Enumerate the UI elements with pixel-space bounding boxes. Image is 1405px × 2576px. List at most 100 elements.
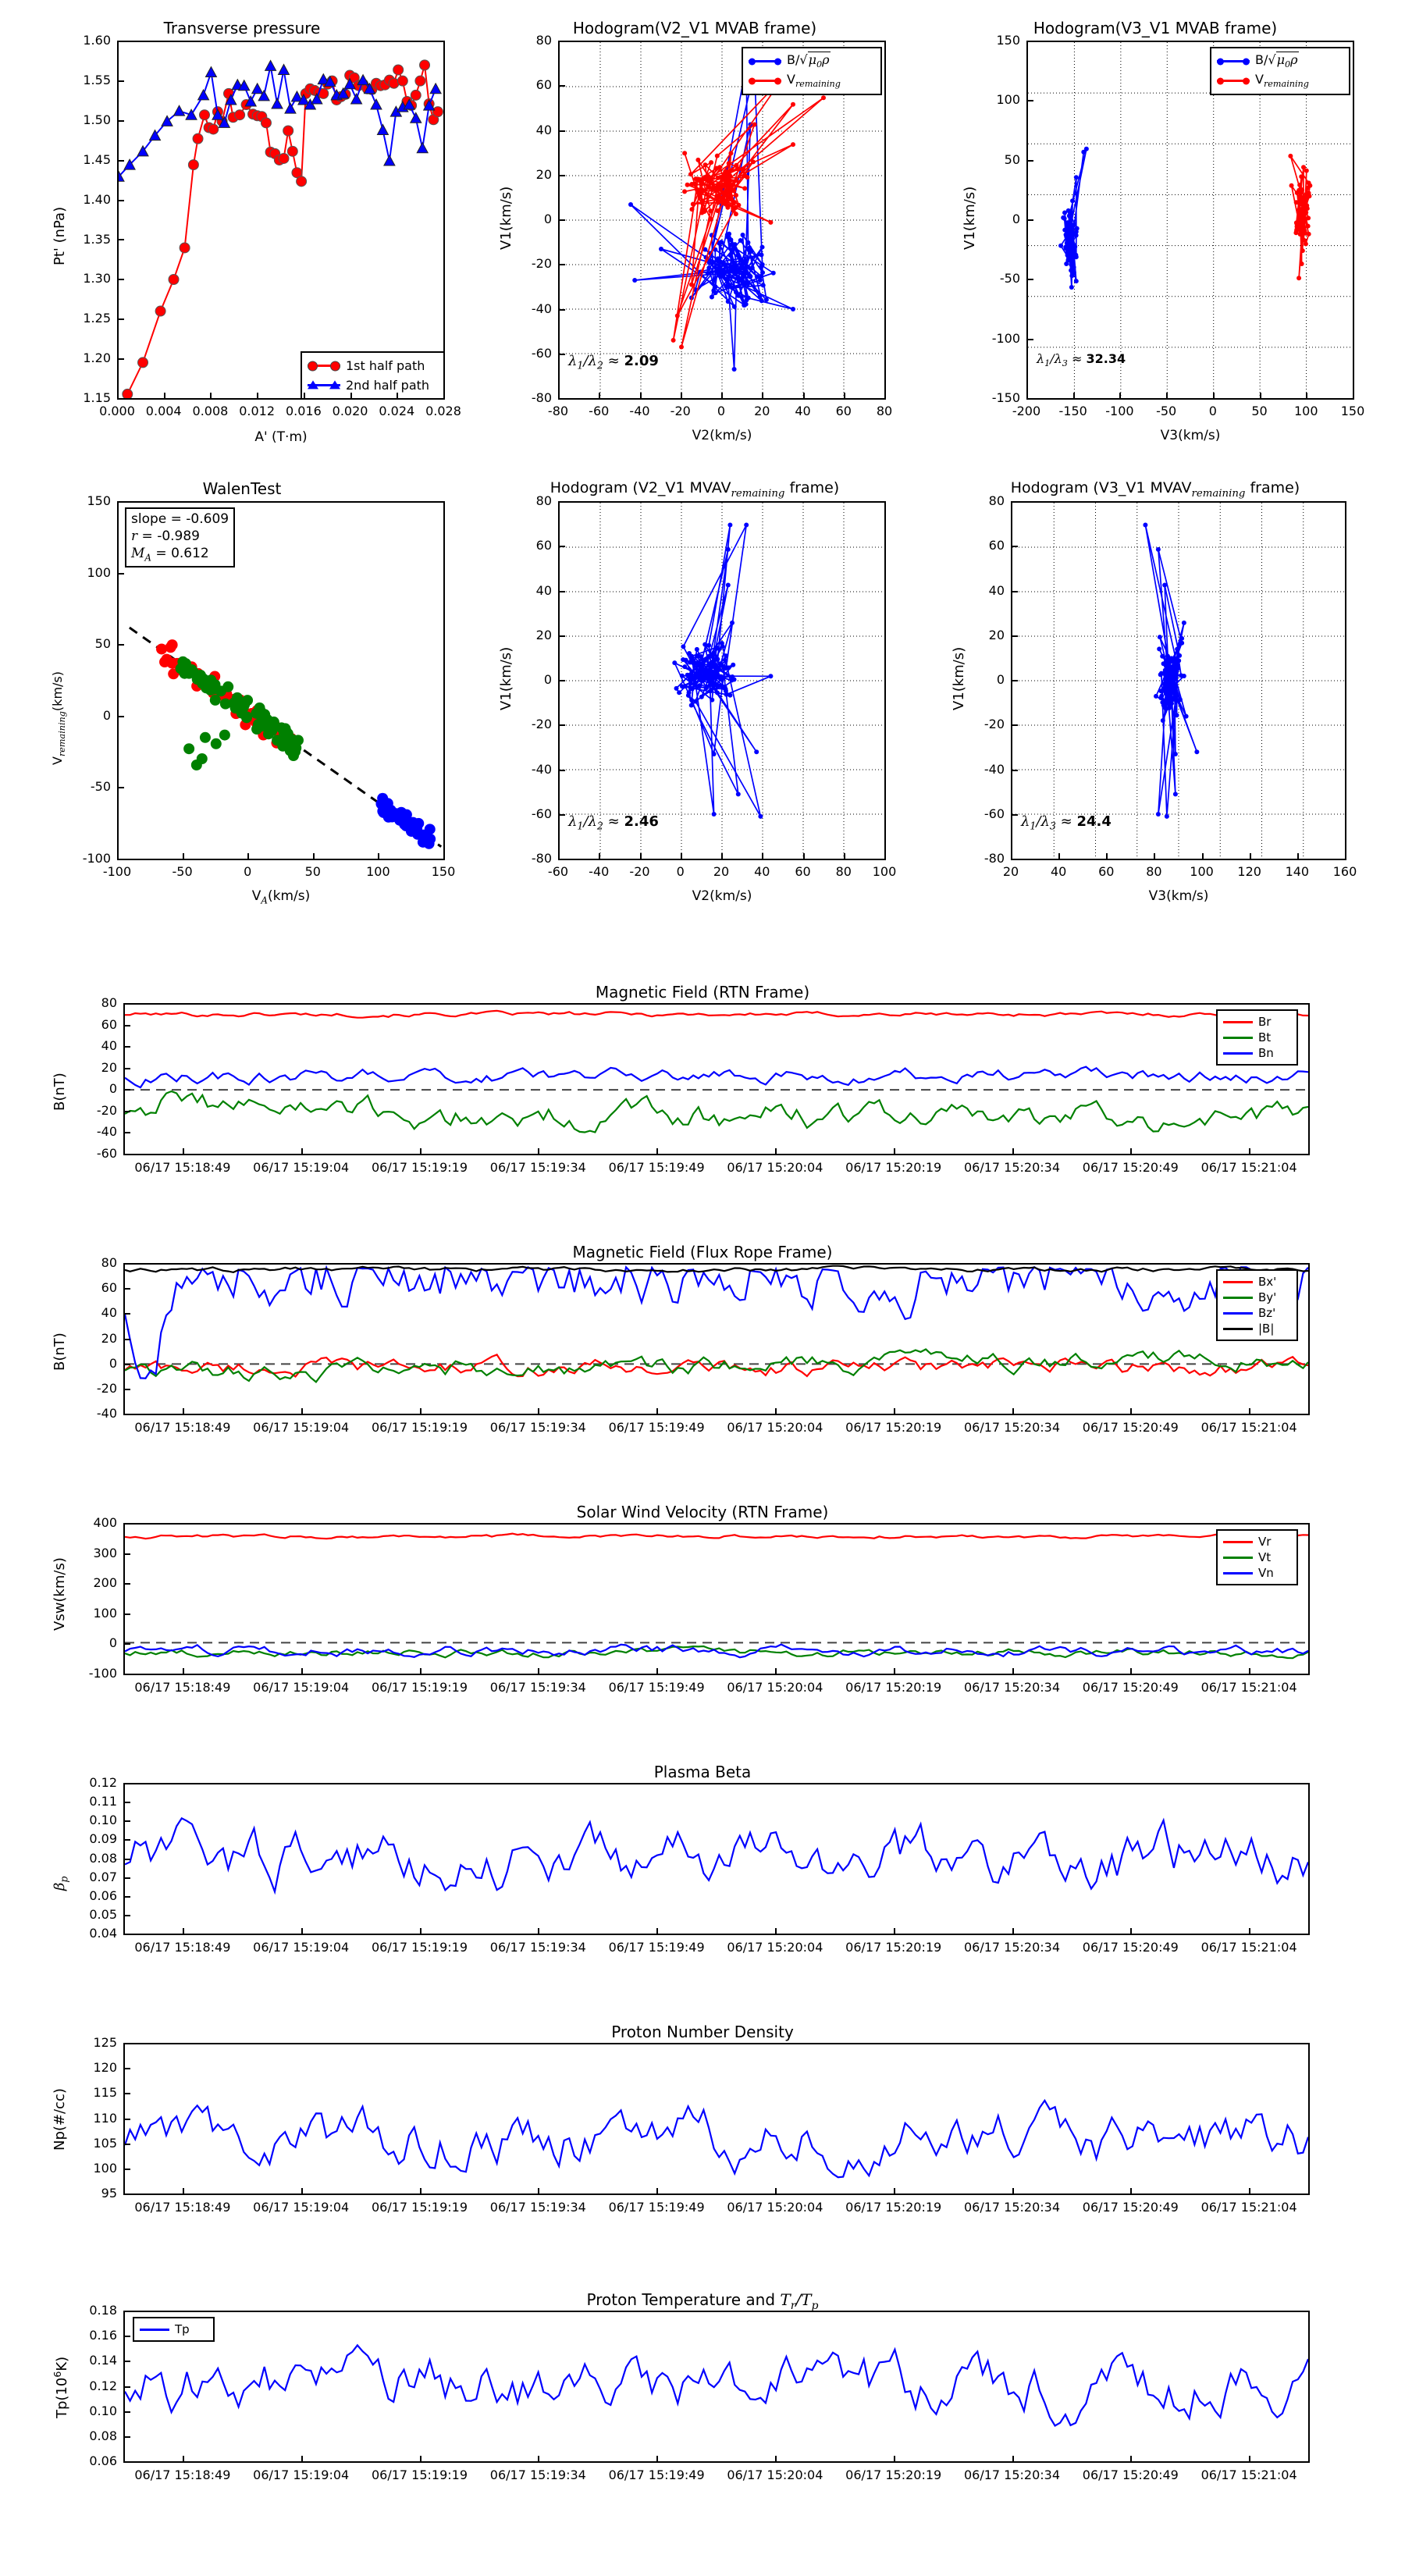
y-tick-mark bbox=[123, 1024, 130, 1026]
x-tick-label: 0.004 bbox=[145, 404, 182, 418]
y-tick-label: 1.40 bbox=[83, 191, 111, 207]
x-tick-label: 0.024 bbox=[379, 404, 415, 418]
y-tick-label: -100 bbox=[88, 1666, 117, 1681]
plot-area bbox=[123, 1523, 1310, 1675]
legend-label: 1st half path bbox=[346, 358, 425, 373]
y-tick-mark bbox=[123, 1839, 130, 1841]
x-tick-label: 0 bbox=[1208, 404, 1217, 418]
x-tick-label: 40 bbox=[754, 864, 770, 879]
y-tick-label: 0.10 bbox=[89, 2403, 117, 2418]
x-tick-label: 06/17 15:18:49 bbox=[134, 1940, 231, 1955]
legend: Bx' By' Bz' |B| bbox=[1216, 1269, 1298, 1341]
line-swatch-red bbox=[1217, 77, 1250, 84]
y-tick-label: 0.18 bbox=[89, 2303, 117, 2318]
y-tick-mark bbox=[117, 859, 124, 860]
y-tick-label: -40 bbox=[984, 761, 1005, 777]
legend-item: Vt bbox=[1223, 1550, 1291, 1565]
y-tick-mark bbox=[123, 1820, 130, 1823]
x-tick-label: 06/17 15:20:34 bbox=[963, 2200, 1061, 2215]
x-tick-mark bbox=[1249, 2456, 1251, 2463]
legend-label: Br bbox=[1258, 1015, 1272, 1029]
y-tick-label: 150 bbox=[996, 33, 1020, 48]
x-tick-mark bbox=[843, 393, 845, 400]
panel-title: WalenTest bbox=[202, 479, 282, 498]
x-tick-label: 06/17 15:19:19 bbox=[371, 1420, 468, 1435]
y-tick-mark bbox=[123, 1154, 130, 1155]
y-tick-label: 110 bbox=[93, 2110, 117, 2126]
y-tick-label: 150 bbox=[87, 493, 111, 509]
y-tick-label: 60 bbox=[535, 77, 552, 93]
plot-area bbox=[1011, 501, 1346, 860]
y-tick-label: 60 bbox=[101, 1280, 117, 1296]
x-tick-mark bbox=[802, 393, 805, 400]
y-tick-label: 0 bbox=[102, 707, 111, 723]
x-tick-mark bbox=[301, 2188, 303, 2195]
y-tick-label: -40 bbox=[531, 761, 552, 777]
line-swatch-red bbox=[308, 361, 340, 371]
x-tick-label: 100 bbox=[1190, 864, 1214, 879]
line-swatch bbox=[1223, 1571, 1253, 1574]
legend-item: Tp bbox=[140, 2322, 208, 2337]
x-tick-mark bbox=[301, 2456, 303, 2463]
x-tick-label: 50 bbox=[1251, 404, 1268, 418]
legend-item: Bt bbox=[1223, 1030, 1291, 1045]
x-tick-label: 60 bbox=[835, 404, 852, 418]
panel-transverse-pressure: Transverse pressure Pt' (nPa) A' (T·m) 1… bbox=[31, 16, 461, 453]
legend-label: Vr bbox=[1258, 1535, 1272, 1549]
x-tick-mark bbox=[721, 393, 723, 400]
y-tick-label: 0.16 bbox=[89, 2328, 117, 2343]
x-tick-label: 06/17 15:20:19 bbox=[845, 1160, 942, 1175]
y-tick-label: 40 bbox=[535, 582, 552, 598]
x-tick-label: 06/17 15:20:19 bbox=[845, 1420, 942, 1435]
y-tick-mark bbox=[1011, 635, 1018, 637]
y-tick-mark bbox=[1011, 590, 1018, 592]
x-tick-label: 06/17 15:19:49 bbox=[608, 2200, 705, 2215]
panel-title: Plasma Beta bbox=[653, 1763, 752, 1781]
y-tick-mark bbox=[123, 1363, 130, 1365]
x-tick-label: -40 bbox=[629, 404, 650, 418]
x-tick-mark bbox=[656, 1928, 659, 1935]
x-tick-mark bbox=[680, 393, 682, 400]
x-tick-label: 06/17 15:21:04 bbox=[1200, 1680, 1297, 1695]
eigenvalue-ratio-annotation: λ1/λ3 ≈ 24.4 bbox=[1021, 813, 1112, 832]
y-tick-label: 0.10 bbox=[89, 1813, 117, 1828]
plot-area bbox=[558, 501, 886, 860]
plot-svg bbox=[1028, 42, 1353, 398]
x-tick-mark bbox=[774, 1148, 777, 1155]
legend: B/√μ0ρ Vremaining bbox=[1210, 47, 1350, 95]
x-tick-label: 06/17 15:19:19 bbox=[371, 2467, 468, 2482]
y-tick-mark bbox=[123, 2411, 130, 2413]
y-tick-label: 0 bbox=[543, 672, 552, 688]
plot-area bbox=[123, 2043, 1310, 2195]
legend-label: Bt bbox=[1258, 1030, 1272, 1044]
y-tick-mark bbox=[558, 219, 565, 221]
y-tick-label: 0.09 bbox=[89, 1831, 117, 1847]
x-tick-label: -100 bbox=[102, 864, 132, 879]
x-tick-mark bbox=[1130, 1148, 1133, 1155]
x-tick-mark bbox=[182, 853, 184, 860]
y-tick-mark bbox=[123, 1553, 130, 1555]
legend-item: B/√μ0ρ bbox=[1217, 52, 1343, 71]
legend-item: Vremaining bbox=[749, 71, 875, 91]
y-tick-label: 1.20 bbox=[83, 350, 111, 366]
y-tick-mark bbox=[1026, 159, 1033, 162]
y-tick-label: 0.11 bbox=[89, 1794, 117, 1809]
x-tick-label: 06/17 15:19:04 bbox=[253, 1680, 350, 1695]
y-tick-label: 40 bbox=[101, 1305, 117, 1321]
legend: Br Bt Bn bbox=[1216, 1009, 1298, 1066]
plot-area bbox=[123, 1783, 1310, 1935]
y-tick-mark bbox=[123, 1613, 130, 1615]
legend: 1st half path 2nd half path bbox=[301, 351, 445, 400]
y-tick-label: 80 bbox=[101, 995, 117, 1010]
y-tick-label: 40 bbox=[535, 122, 552, 137]
x-tick-mark bbox=[639, 393, 642, 400]
legend-label: |B| bbox=[1258, 1322, 1275, 1336]
panel-title: Hodogram (V3_V1 MVAVremaining frame) bbox=[1010, 479, 1300, 500]
x-tick-label: 150 bbox=[431, 864, 456, 879]
x-tick-mark bbox=[1130, 1408, 1133, 1415]
x-tick-mark bbox=[1011, 853, 1012, 860]
legend-label: Vremaining bbox=[1255, 72, 1309, 90]
x-tick-label: 06/17 15:19:49 bbox=[608, 1160, 705, 1175]
x-tick-label: 06/17 15:19:34 bbox=[489, 1680, 586, 1695]
x-tick-label: 0 bbox=[244, 864, 252, 879]
